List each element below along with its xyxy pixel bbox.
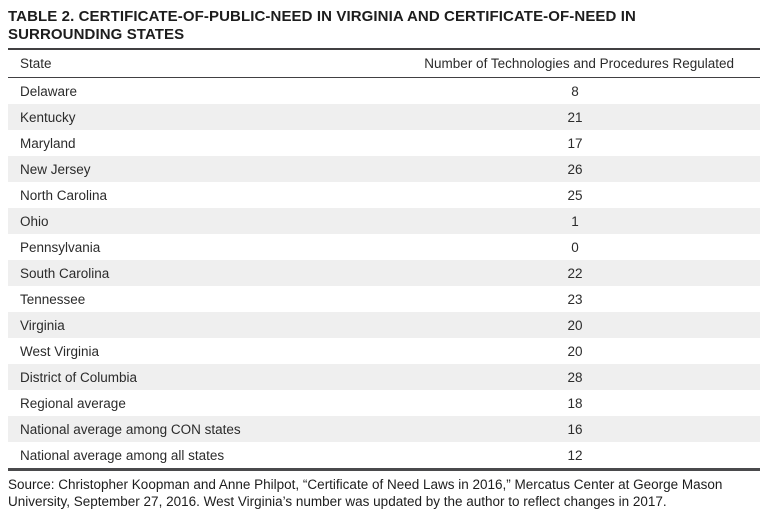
- state-cell: New Jersey: [20, 161, 91, 177]
- table-body: Delaware 8 Kentucky 21 Maryland 17 New J…: [8, 78, 760, 468]
- table-row: Ohio 1: [8, 208, 760, 234]
- table-row: Regional average 18: [8, 390, 760, 416]
- table-row: Kentucky 21: [8, 104, 760, 130]
- column-header-value: Number of Technologies and Procedures Re…: [424, 56, 734, 71]
- state-cell: National average among all states: [20, 447, 225, 463]
- state-cell: Ohio: [20, 213, 49, 229]
- state-cell: South Carolina: [20, 265, 110, 281]
- source-note: Source: Christopher Koopman and Anne Phi…: [8, 477, 723, 509]
- table-row: West Virginia 20: [8, 338, 760, 364]
- state-cell: National average among CON states: [20, 421, 241, 437]
- table-row: Maryland 17: [8, 130, 760, 156]
- table-row: Pennsylvania 0: [8, 234, 760, 260]
- table-row: Delaware 8: [8, 78, 760, 104]
- state-cell: Kentucky: [20, 109, 76, 125]
- value-cell: 16: [567, 421, 583, 437]
- state-cell: West Virginia: [20, 343, 100, 359]
- table-title: TABLE 2. CERTIFICATE-OF-PUBLIC-NEED IN V…: [8, 8, 760, 44]
- table-row: New Jersey 26: [8, 156, 760, 182]
- table-title-line2: SURROUNDING STATES: [8, 26, 185, 43]
- table-header-row: State Number of Technologies and Procedu…: [8, 50, 760, 78]
- state-cell: Pennsylvania: [20, 239, 101, 255]
- state-cell: Delaware: [20, 83, 78, 99]
- value-cell: 23: [567, 291, 583, 307]
- value-cell: 20: [567, 317, 583, 333]
- column-header-state: State: [20, 56, 52, 71]
- value-cell: 22: [567, 265, 583, 281]
- value-cell: 25: [567, 187, 583, 203]
- table-title-line1: TABLE 2. CERTIFICATE-OF-PUBLIC-NEED IN V…: [8, 8, 636, 25]
- value-cell: 1: [571, 213, 579, 229]
- table-row: Virginia 20: [8, 312, 760, 338]
- value-cell: 12: [567, 447, 583, 463]
- value-cell: 21: [567, 109, 583, 125]
- table-row: South Carolina 22: [8, 260, 760, 286]
- data-table: State Number of Technologies and Procedu…: [8, 48, 760, 471]
- value-cell: 18: [567, 395, 583, 411]
- value-cell: 8: [571, 83, 579, 99]
- table-row: Tennessee 23: [8, 286, 760, 312]
- state-cell: District of Columbia: [20, 369, 138, 385]
- value-cell: 0: [571, 239, 579, 255]
- state-cell: North Carolina: [20, 187, 108, 203]
- value-cell: 28: [567, 369, 583, 385]
- state-cell: Regional average: [20, 395, 126, 411]
- table-row: National average among all states 12: [8, 442, 760, 468]
- state-cell: Virginia: [20, 317, 65, 333]
- value-cell: 20: [567, 343, 583, 359]
- table-row: District of Columbia 28: [8, 364, 760, 390]
- table-row: North Carolina 25: [8, 182, 760, 208]
- value-cell: 26: [567, 161, 583, 177]
- table-row: National average among CON states 16: [8, 416, 760, 442]
- state-cell: Tennessee: [20, 291, 86, 307]
- state-cell: Maryland: [20, 135, 76, 151]
- value-cell: 17: [567, 135, 583, 151]
